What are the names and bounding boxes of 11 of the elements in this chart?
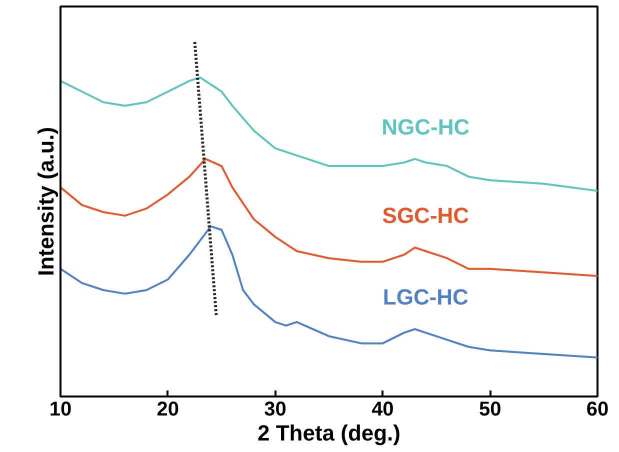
x-tick-label: 20 bbox=[156, 398, 180, 420]
x-tick-label: 60 bbox=[586, 398, 609, 420]
series-label: LGC-HC bbox=[382, 284, 469, 310]
x-tick-label: 10 bbox=[49, 398, 72, 420]
x-tick-label: 40 bbox=[372, 398, 394, 420]
x-tick-label: 50 bbox=[478, 398, 502, 420]
x-tick-label: 30 bbox=[264, 398, 286, 420]
y-axis-title: Intensity (a.u.) bbox=[34, 126, 58, 276]
x-axis-title: 2 Theta (deg.) bbox=[257, 420, 401, 446]
series-label: SGC-HC bbox=[382, 203, 470, 228]
series-label: NGC-HC bbox=[382, 114, 470, 140]
